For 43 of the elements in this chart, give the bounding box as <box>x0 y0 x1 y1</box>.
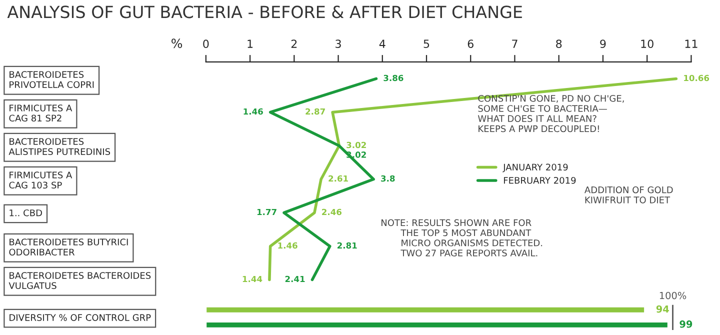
ref-line-label: 100% <box>660 292 686 300</box>
data-label: 94 <box>656 305 669 313</box>
y-tick-label: BACTEROIDETES BUTYRICI ODORIBACTER <box>9 238 128 256</box>
data-label: 2.81 <box>337 242 357 249</box>
x-tick-label: 10 <box>641 40 654 48</box>
category-label: DIVERSITY % OF CONTROL GRP <box>10 314 151 321</box>
data-label: 2.87 <box>306 108 325 115</box>
y-tick-label: BACTEROIDETES PRIVOTELLA COPRI <box>10 71 94 88</box>
x-tick-label: 11 <box>685 40 698 48</box>
x-tick-label: 1 <box>248 40 253 48</box>
x-tick-label: 6 <box>468 40 474 48</box>
data-label: 2.61 <box>328 175 348 182</box>
y-tick-label: BACTEROIDETES BACTEROIDES VULGATUS <box>8 272 151 290</box>
y-tick-label: FIRMICUTES A CAG 103 SP <box>9 172 72 189</box>
data-label: 1.44 <box>242 276 262 282</box>
data-label: 1.46 <box>278 242 298 249</box>
y-tick-label: FIRMICUTES A CAG 81 SP2 <box>9 104 72 122</box>
x-tick-label: 8 <box>556 40 562 48</box>
data-label: 10.66 <box>684 74 710 82</box>
data-label: 1.77 <box>257 208 276 216</box>
x-tick-label: 4 <box>379 40 386 48</box>
data-label: 1.46 <box>244 108 263 115</box>
x-tick-label: 5 <box>424 40 430 48</box>
x-tick-label: 3 <box>336 40 341 48</box>
x-tick-label: 2 <box>291 40 297 48</box>
annotation: ADDITION OF GOLD KIWIFRUIT TO DIET <box>584 186 673 204</box>
chart-title: ANALYSIS OF GUT BACTERIA - BEFORE & AFTER DIET CHANGE <box>7 6 522 18</box>
data-label: 3.02 <box>346 142 366 148</box>
data-label: 3.86 <box>384 74 404 82</box>
x-tick-label: 9 <box>600 40 606 48</box>
data-label: 3.8 <box>381 175 395 182</box>
annotation: NOTE: RESULTS SHOWN ARE FOR THE TOP 5 MOST ABUNDANT MICRO ORGANISMS DETECTED. TWO 27 PAGE REPORTS AVAIL. <box>382 219 542 256</box>
annotation: CONSTIP'N GONE, PD NO CH'GE, SOME CH'GE TO BACTERIA— WHAT DOES IT ALL MEAN? KEEPS A PWP DECOUPLED! <box>478 94 624 132</box>
y-tick-label: 1.. CBD <box>10 209 42 216</box>
legend-label: FEBRUARY 2019 <box>504 176 576 184</box>
y-tick-label: BACTEROIDETES ALISTIPES PUTREDINIS <box>8 138 110 156</box>
data-label: 99 <box>680 320 692 328</box>
data-label: 2.46 <box>322 208 342 216</box>
x-axis-title: % <box>172 38 182 48</box>
data-label: 2.41 <box>285 276 305 282</box>
legend-label: JANUARY 2019 <box>502 164 568 172</box>
x-tick-label: 7 <box>512 40 518 48</box>
x-tick-label: 0 <box>203 40 209 48</box>
